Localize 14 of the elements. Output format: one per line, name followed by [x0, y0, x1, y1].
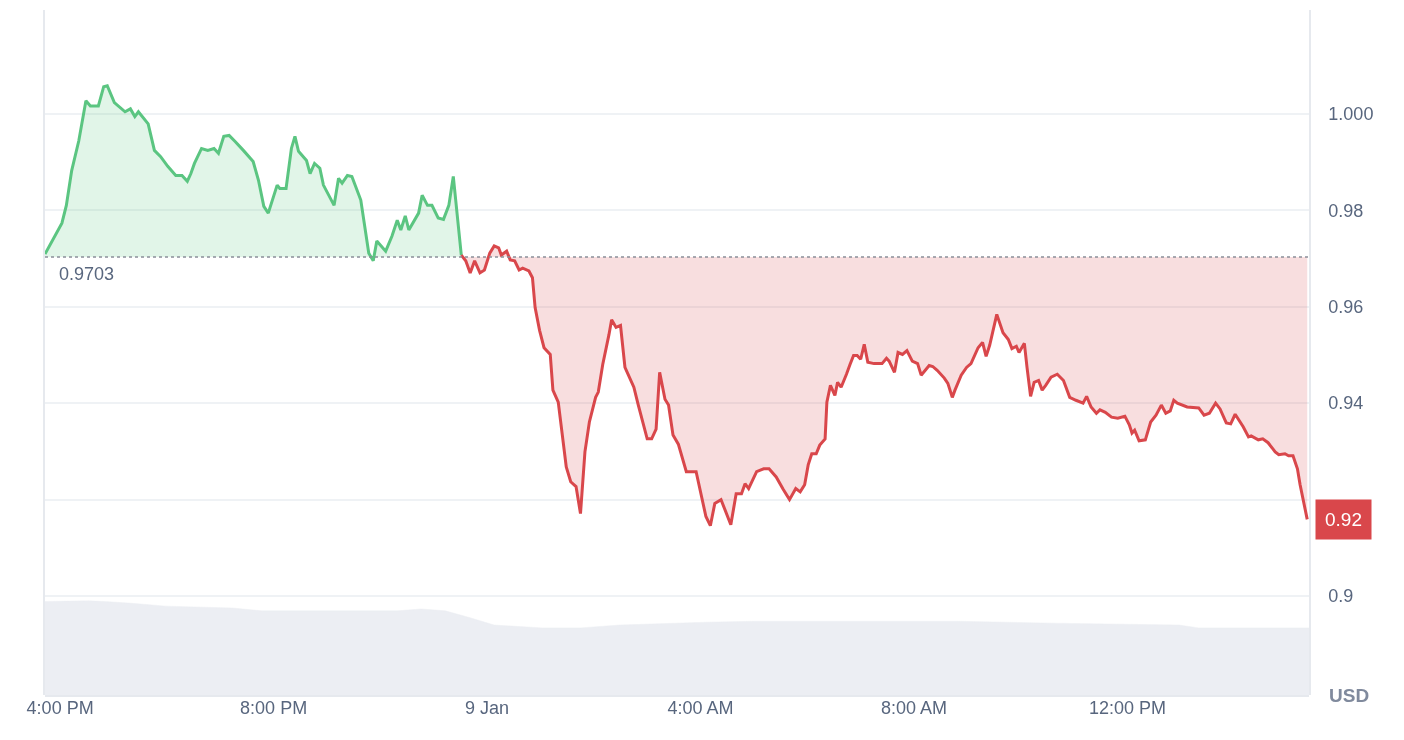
x-tick-label: 4:00 PM: [26, 698, 94, 718]
annotation: 0.92: [1325, 509, 1362, 530]
x-tick-label: 12:00 PM: [1089, 698, 1167, 718]
y-tick-label: 0.96: [1328, 296, 1364, 317]
x-tick-label: 8:00 PM: [240, 698, 308, 718]
y-axis-title: USD: [1329, 685, 1370, 706]
x-tick-label: 8:00 AM: [881, 698, 948, 718]
x-tick-label: 4:00 AM: [667, 698, 734, 718]
y-tick-label: 0.9: [1328, 586, 1354, 607]
ref-line-label: 0.9703: [59, 264, 115, 284]
y-tick-label: 1.000: [1328, 104, 1374, 125]
y-tick-label: 0.98: [1328, 200, 1364, 221]
x-tick-label: 9 Jan: [465, 698, 510, 718]
y-tick-label: 0.94: [1328, 393, 1364, 414]
